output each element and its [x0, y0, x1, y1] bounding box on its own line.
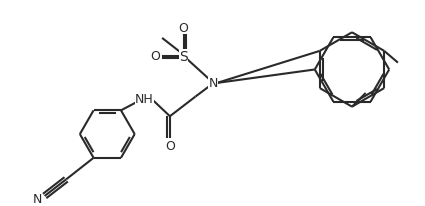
Text: N: N — [33, 192, 42, 205]
Text: NH: NH — [135, 93, 154, 106]
Text: O: O — [165, 139, 175, 152]
Text: O: O — [150, 50, 160, 63]
Text: S: S — [179, 49, 188, 63]
Text: N: N — [208, 77, 218, 90]
Text: O: O — [178, 22, 189, 34]
